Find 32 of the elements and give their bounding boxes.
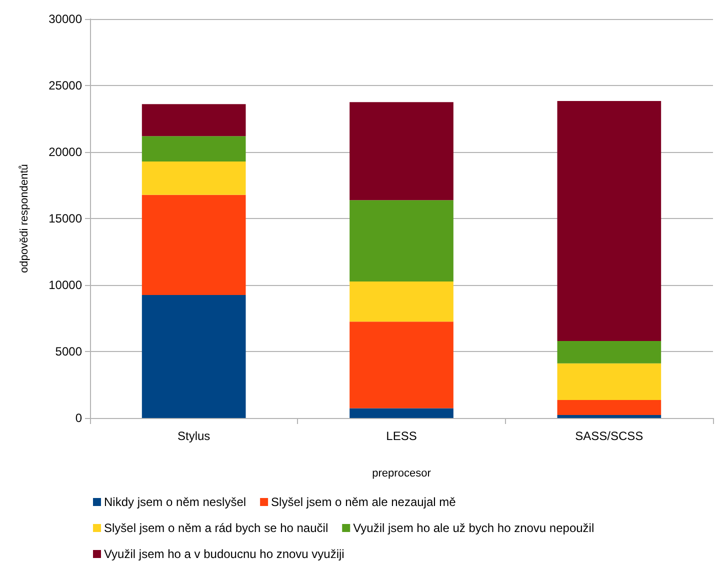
y-tick-label: 10000 [48,278,82,292]
y-axis-title: odpovědi respondentů [18,164,30,273]
bar [350,322,454,408]
legend-label: Slyšel jsem o něm a rád bych se ho naučil [104,521,328,535]
bar [350,408,454,418]
x-tick-label: LESS [386,429,417,443]
bar [142,136,246,162]
bar [142,104,246,136]
bar [142,194,246,295]
x-axis-title: preprocesor [372,468,432,480]
y-tick-label: 20000 [48,145,82,159]
legend-label: Využil jsem ho ale už bych ho znovu nepoužil [353,521,594,535]
y-tick-label: 5000 [55,344,82,358]
bar [350,200,454,282]
bar [557,414,662,418]
y-tick-label: 25000 [48,78,82,92]
bar [557,400,662,415]
bar [142,161,246,195]
legend-label: Nikdy jsem o něm neslyšel [104,495,246,509]
y-tick-label: 0 [75,411,82,425]
y-tick-label: 15000 [48,212,82,226]
bar [557,101,662,341]
bar [557,363,662,400]
bar [350,282,454,322]
bar [142,294,246,418]
legend-label: Slyšel jsem o něm ale nezaujal mě [271,495,456,509]
bar [350,102,454,200]
legend-label: Využil jsem ho a v budoucnu ho znovu využiji [104,547,344,561]
x-tick-label: Stylus [177,429,210,443]
x-tick-label: SASS/SCSS [575,429,644,443]
y-tick-label: 30000 [48,12,82,26]
bar [557,340,662,364]
